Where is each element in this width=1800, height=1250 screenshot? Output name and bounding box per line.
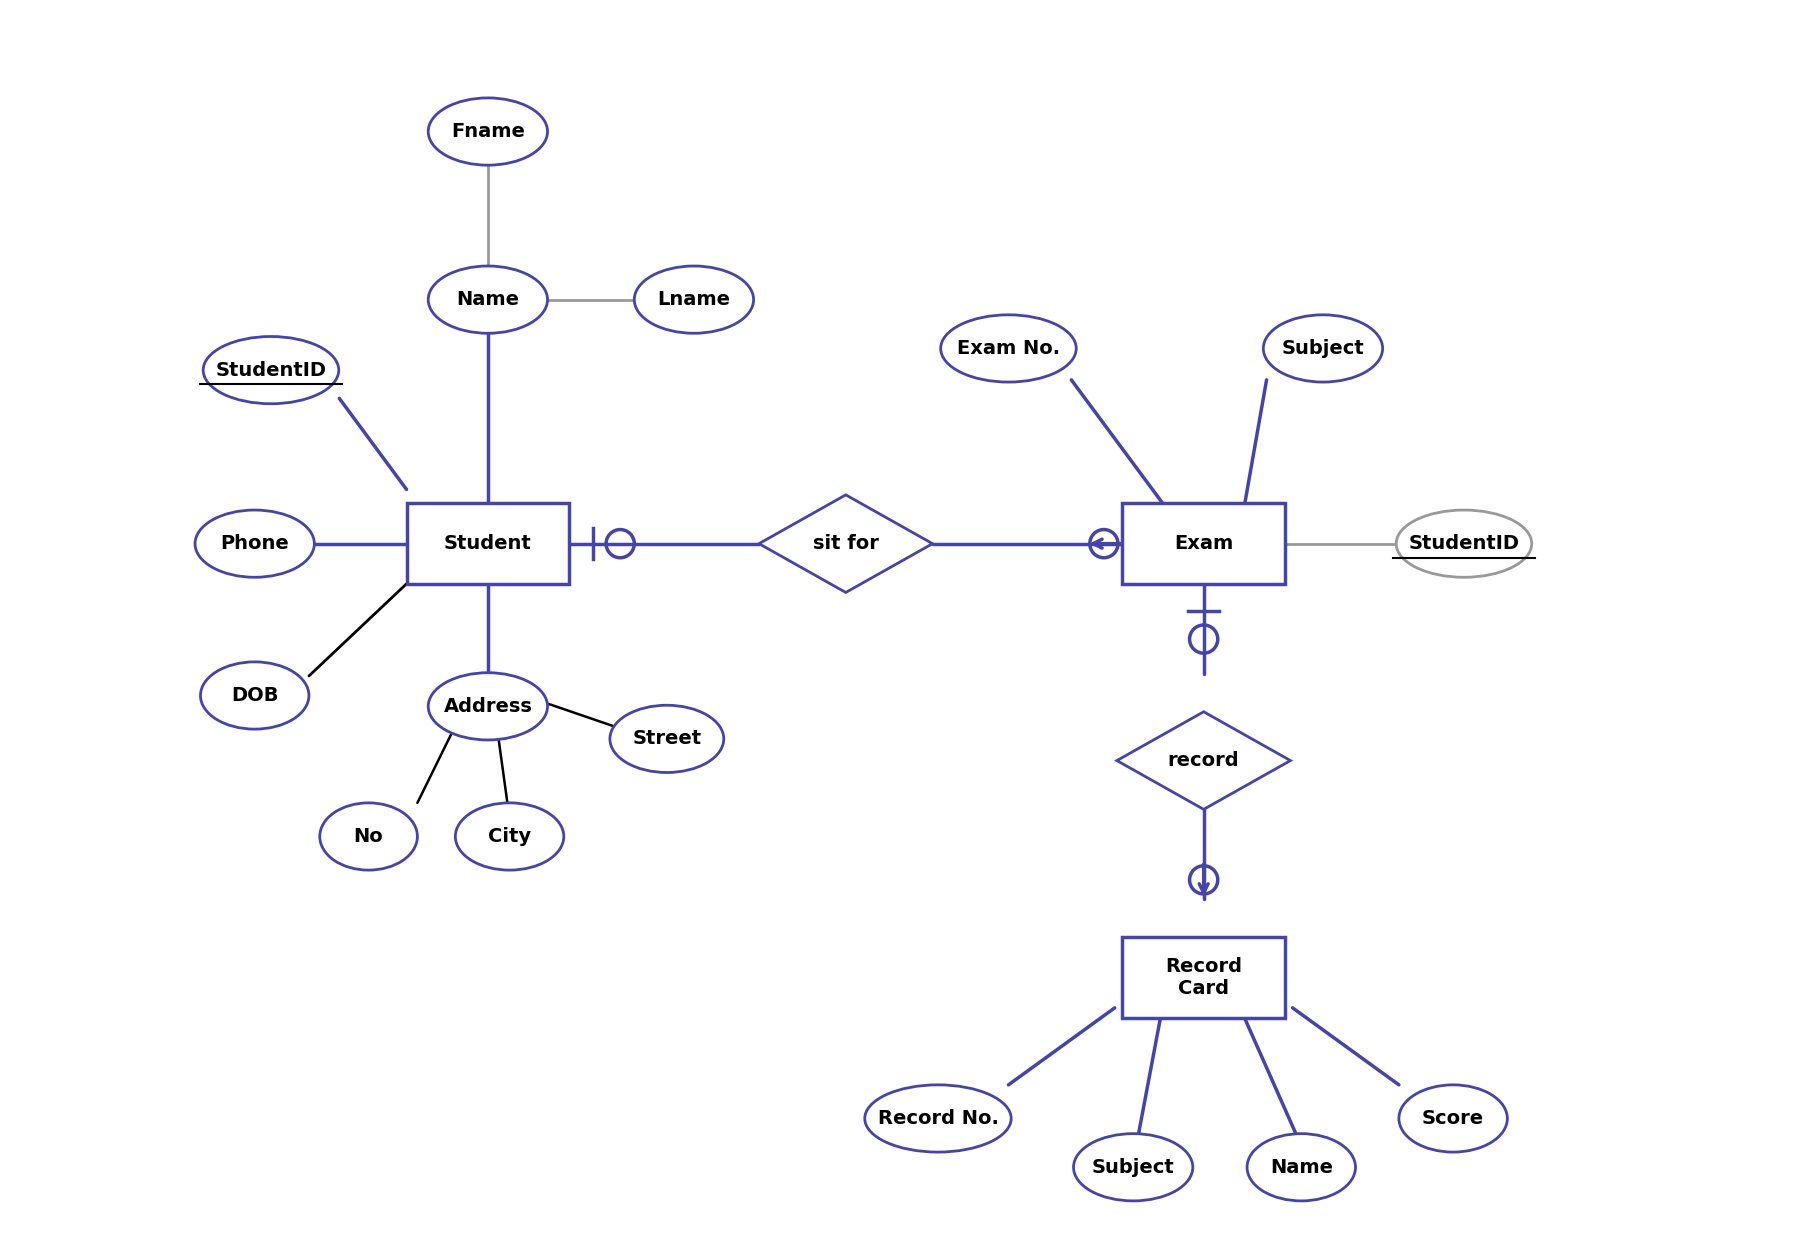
Text: Exam No.: Exam No. [958,339,1060,357]
Bar [407,503,569,584]
Text: No: No [353,828,383,846]
Ellipse shape [194,510,315,578]
Text: StudentID: StudentID [1408,534,1519,554]
Polygon shape [760,495,932,592]
Text: StudentID: StudentID [216,361,326,380]
Ellipse shape [634,266,754,334]
Text: sit for: sit for [814,534,878,554]
Text: record: record [1168,751,1240,770]
Text: Student: Student [445,534,531,554]
Text: Record
Card: Record Card [1165,958,1242,998]
Text: Subject: Subject [1282,339,1364,357]
Ellipse shape [203,336,338,404]
Ellipse shape [610,705,724,772]
Text: Exam: Exam [1174,534,1233,554]
Text: Street: Street [632,730,702,749]
Ellipse shape [1247,1134,1355,1201]
Text: Lname: Lname [657,290,731,309]
Text: City: City [488,828,531,846]
Text: Score: Score [1422,1109,1485,1128]
Text: Fname: Fname [452,122,526,141]
Text: Record No.: Record No. [878,1109,999,1128]
Ellipse shape [428,266,547,334]
Ellipse shape [428,672,547,740]
Ellipse shape [320,802,418,870]
Ellipse shape [1399,1085,1507,1152]
Polygon shape [1118,711,1291,809]
Text: Subject: Subject [1093,1158,1175,1176]
Text: Name: Name [457,290,520,309]
Ellipse shape [200,661,310,729]
Ellipse shape [941,315,1076,382]
Text: Phone: Phone [220,534,290,554]
Text: Address: Address [443,696,533,716]
Ellipse shape [1397,510,1532,578]
Text: DOB: DOB [230,686,279,705]
Bar [1123,936,1285,1019]
Bar [1123,503,1285,584]
Ellipse shape [428,98,547,165]
Ellipse shape [1264,315,1382,382]
Text: Name: Name [1269,1158,1332,1176]
Ellipse shape [1073,1134,1193,1201]
Ellipse shape [455,802,563,870]
Ellipse shape [864,1085,1012,1152]
